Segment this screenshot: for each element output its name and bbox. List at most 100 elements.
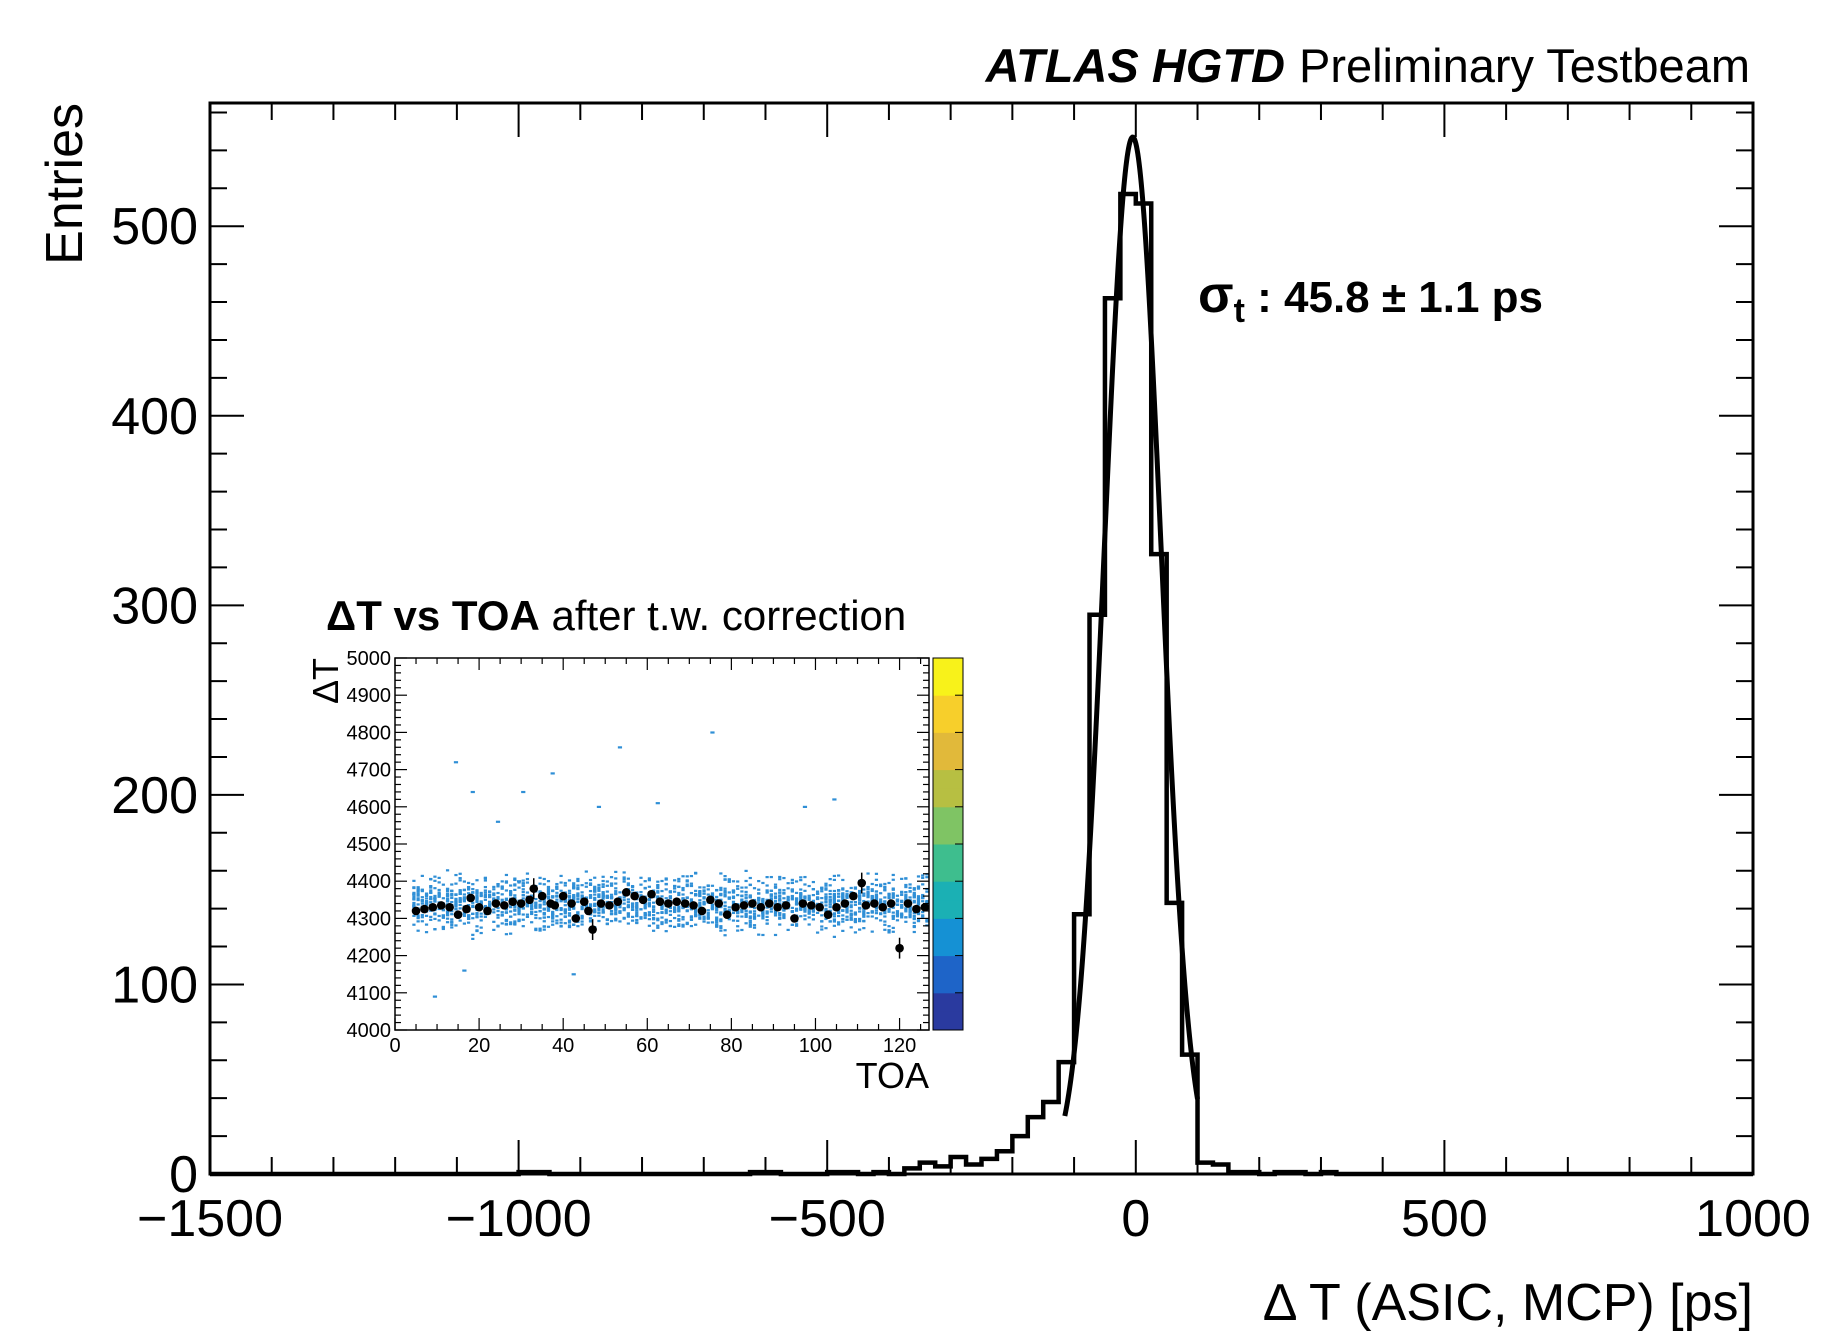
heatmap-cell bbox=[916, 901, 921, 905]
heatmap-cell bbox=[475, 916, 479, 919]
heatmap-cell bbox=[521, 913, 525, 916]
heatmap-cell bbox=[761, 881, 765, 885]
heatmap-cell bbox=[845, 893, 849, 896]
heatmap-cell bbox=[614, 905, 618, 908]
heatmap-cell bbox=[765, 915, 769, 918]
heatmap-cell bbox=[488, 903, 492, 906]
heatmap-cell bbox=[677, 885, 681, 888]
heatmap-cell bbox=[483, 895, 488, 899]
heatmap-cell bbox=[685, 896, 689, 899]
heatmap-cell bbox=[715, 924, 719, 927]
histogram-bin bbox=[966, 1165, 981, 1174]
heatmap-cell bbox=[891, 887, 895, 890]
sigma-value: : 45.8 ± 1.1 ps bbox=[1245, 273, 1543, 322]
inset-x-axis-title: TOA bbox=[856, 1055, 929, 1096]
heatmap-cell bbox=[706, 909, 710, 912]
heatmap-cell bbox=[799, 893, 803, 896]
heatmap-cell bbox=[765, 919, 769, 922]
heatmap-cell bbox=[597, 886, 601, 889]
heatmap-cell bbox=[900, 900, 904, 903]
heatmap-cell bbox=[832, 874, 836, 878]
heatmap-cell bbox=[824, 898, 828, 901]
heatmap-cell bbox=[567, 879, 572, 882]
heatmap-cell bbox=[458, 907, 462, 910]
inset-background bbox=[290, 585, 1010, 1095]
heatmap-cell bbox=[555, 891, 559, 894]
heatmap-cell bbox=[509, 894, 513, 897]
heatmap-cell bbox=[689, 884, 694, 887]
heatmap-cell bbox=[769, 889, 773, 892]
heatmap-cell bbox=[597, 887, 601, 891]
heatmap-cell bbox=[572, 906, 576, 909]
heatmap-cell bbox=[828, 893, 832, 896]
profile-point bbox=[781, 901, 791, 910]
heatmap-cell bbox=[752, 915, 757, 918]
heatmap-cell bbox=[891, 873, 895, 877]
heatmap-cell bbox=[542, 903, 546, 906]
heatmap-cell bbox=[601, 885, 605, 888]
heatmap-cell bbox=[605, 896, 609, 899]
profile-point bbox=[706, 895, 715, 905]
profile-point bbox=[436, 901, 446, 910]
heatmap-cell bbox=[517, 909, 521, 912]
heatmap-cell bbox=[668, 924, 673, 928]
heatmap-cell bbox=[858, 928, 862, 931]
heatmap-cell bbox=[429, 885, 433, 888]
heatmap-cell bbox=[870, 894, 874, 898]
heatmap-cell bbox=[719, 929, 723, 932]
heatmap-cell bbox=[904, 898, 908, 901]
heatmap-cell bbox=[656, 885, 660, 888]
heatmap-cell bbox=[639, 890, 643, 894]
heatmap-cell bbox=[719, 886, 723, 889]
heatmap-cell bbox=[807, 896, 811, 899]
profile-point bbox=[596, 899, 606, 908]
heatmap-cell bbox=[584, 882, 588, 885]
inset-y-tick-label: 4600 bbox=[347, 797, 392, 819]
heatmap-cell bbox=[538, 929, 542, 932]
heatmap-cell bbox=[668, 913, 673, 916]
heatmap-cell bbox=[618, 910, 622, 914]
heatmap-cell bbox=[542, 908, 546, 911]
heatmap-cell bbox=[559, 924, 563, 927]
heatmap-cell bbox=[769, 897, 773, 900]
heatmap-cell bbox=[597, 883, 601, 887]
heatmap-cell bbox=[908, 886, 912, 889]
heatmap-cell bbox=[719, 926, 723, 930]
heatmap-cell bbox=[647, 914, 651, 917]
heatmap-cell bbox=[450, 918, 454, 921]
heatmap-cell bbox=[471, 905, 475, 909]
heatmap-cell bbox=[521, 907, 525, 910]
heatmap-cell bbox=[576, 892, 580, 895]
heatmap-cell bbox=[664, 921, 668, 924]
heatmap-cell bbox=[828, 898, 832, 901]
heatmap-cell bbox=[534, 906, 538, 909]
profile-point bbox=[849, 891, 858, 901]
heatmap-cell bbox=[656, 911, 660, 915]
heatmap-cell bbox=[895, 911, 900, 915]
heatmap-cell bbox=[546, 880, 551, 883]
sigma-annotation: σt : 45.8 ± 1.1 ps bbox=[1198, 266, 1543, 330]
heatmap-cell bbox=[698, 917, 702, 920]
heatmap-cell bbox=[593, 904, 597, 907]
heatmap-cell bbox=[525, 915, 530, 918]
heatmap-cell bbox=[429, 889, 433, 892]
y-tick-label: 500 bbox=[111, 198, 198, 256]
heatmap-cell bbox=[601, 908, 605, 911]
heatmap-cell bbox=[509, 923, 513, 926]
heatmap-cell bbox=[824, 917, 828, 921]
heatmap-cell bbox=[685, 922, 689, 926]
heatmap-cell bbox=[673, 910, 677, 914]
heatmap-cell bbox=[513, 922, 517, 925]
heatmap-cell bbox=[681, 886, 685, 890]
heatmap-cell bbox=[845, 907, 849, 910]
heatmap-outlier-cell bbox=[710, 731, 715, 734]
profile-point bbox=[815, 902, 824, 912]
heatmap-cell bbox=[559, 908, 563, 912]
heatmap-cell bbox=[635, 913, 639, 916]
heatmap-cell bbox=[513, 884, 517, 887]
heatmap-cell bbox=[475, 900, 479, 904]
heatmap-cell bbox=[757, 892, 761, 895]
heatmap-cell bbox=[483, 904, 488, 908]
heatmap-cell bbox=[664, 908, 668, 911]
